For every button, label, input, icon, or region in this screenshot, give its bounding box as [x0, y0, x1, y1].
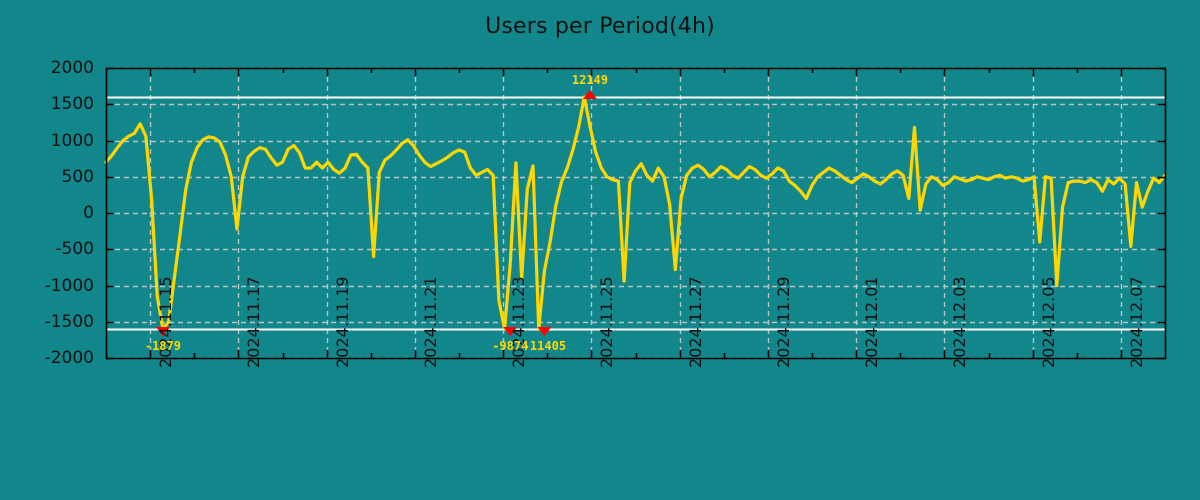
x-axis-tick-label: 2024.12.05	[1038, 276, 1058, 368]
y-axis-tick-label: 500	[61, 166, 94, 187]
annotation-marker-triangle-down	[537, 327, 552, 336]
x-axis-tick-label: 2024.12.03	[950, 276, 970, 368]
y-axis-tick-label: -2000	[44, 348, 94, 368]
chart-title: Users per Period(4h)	[485, 14, 715, 39]
x-axis-tick-label: 2024.11.21	[420, 276, 440, 368]
annotation-label: 12149	[571, 73, 608, 87]
annotation-label: -1879	[144, 339, 181, 353]
x-axis-tick-label: 2024.12.01	[862, 276, 882, 368]
x-axis-tick-label: 2024.11.23	[509, 276, 529, 368]
y-axis-tick-label: -500	[55, 239, 94, 260]
y-axis-tick-label: 2000	[50, 58, 94, 78]
y-axis-tick-label: -1500	[44, 311, 94, 332]
annotation-label: -11405	[522, 339, 567, 353]
x-axis-tick-label: 2024.11.27	[685, 276, 705, 368]
annotation-marker-triangle-down	[155, 327, 170, 336]
x-axis-tick-label: 2024.11.19	[332, 276, 352, 368]
y-axis-tick-label: 0	[83, 203, 94, 223]
data-series-line	[104, 95, 1167, 331]
x-axis-tick-label: 2024.11.25	[597, 276, 617, 368]
annotation-marker-triangle-up	[582, 90, 597, 99]
x-axis-tick-label: 2024.12.07	[1126, 276, 1146, 368]
y-axis-tick-label: 1000	[50, 130, 94, 151]
y-axis-tick-label: 1500	[50, 94, 94, 115]
y-axis-tick-label: -1000	[44, 275, 94, 296]
x-axis-tick-label: 2024.11.15	[156, 276, 176, 368]
x-axis-tick-label: 2024.11.29	[773, 276, 793, 368]
x-axis-tick-label: 2024.11.17	[244, 276, 264, 368]
annotation-marker-triangle-down	[503, 327, 518, 336]
annotation-label: -9874	[492, 339, 529, 353]
